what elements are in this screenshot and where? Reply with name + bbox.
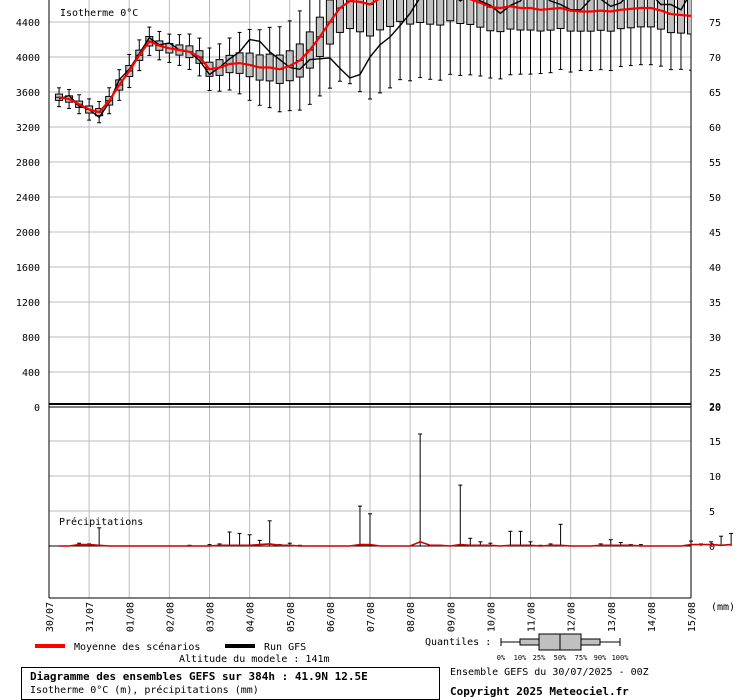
quartile-box [546, 0, 555, 31]
quartile-box [626, 0, 635, 29]
quartile-box [456, 0, 465, 24]
quartile-box [355, 0, 364, 33]
y-right-tick-label: 25 [709, 368, 721, 379]
quartile-box [446, 0, 455, 22]
ensemble-mean-line [58, 0, 691, 114]
quantile-tick-label: 90% [594, 654, 607, 662]
x-tick-label: 02/08 [165, 602, 176, 632]
quartile-box [536, 0, 545, 32]
info-box: Diagramme des ensembles GEFS sur 384h : … [21, 667, 440, 700]
quartile-box [345, 0, 354, 30]
y-tick-label: 400 [22, 368, 40, 379]
x-tick-label: 04/08 [246, 602, 257, 632]
ensemble-run-label: Ensemble GEFS du 30/07/2025 - 00Z [450, 667, 649, 678]
top-panel-title: Isotherme 0°C [60, 8, 138, 19]
x-tick-label: 10/08 [486, 602, 497, 632]
x-tick-label: 09/08 [446, 602, 457, 632]
x-tick-label: 08/08 [406, 602, 417, 632]
box-plots [55, 0, 735, 124]
x-tick-label: 12/08 [567, 602, 578, 632]
y-tick-label: 2400 [16, 193, 40, 204]
quartile-box [586, 0, 595, 32]
y-tick-label: 1600 [16, 263, 40, 274]
precip-unit-label: (mm) [711, 602, 735, 613]
quartile-box [496, 0, 505, 33]
precip-bars [77, 433, 734, 546]
run-gfs-line [58, 0, 688, 119]
x-tick-label: 30/07 [45, 602, 56, 632]
precip-mean-line [59, 540, 732, 547]
quartile-box [416, 0, 425, 23]
quantile-key: 0% 10% 25% 50% 75% 90% 100% [497, 633, 630, 662]
quantile-tick-label: 25% [533, 654, 546, 662]
y-right-tick-label: 65 [709, 88, 721, 99]
quartile-box [576, 0, 585, 32]
y-right-tick-label: 45 [709, 228, 721, 239]
quartile-box [646, 0, 655, 28]
quantile-tick-label: 100% [612, 654, 630, 662]
quartile-box [466, 0, 475, 25]
x-tick-label: 01/08 [125, 602, 136, 632]
y-tick-label: 2800 [16, 158, 40, 169]
quartile-box [566, 0, 575, 32]
x-tick-label: 31/07 [85, 602, 96, 632]
quartile-box [376, 0, 385, 31]
y-right-tick-label: 40 [709, 263, 721, 274]
y-tick-label: 4000 [16, 53, 40, 64]
x-tick-label: 05/08 [286, 602, 297, 632]
y-right-tick-label: 70 [709, 53, 721, 64]
y-tick-label: 0 [34, 403, 40, 414]
y-tick-label: 2000 [16, 228, 40, 239]
x-tick-label: 03/08 [206, 602, 217, 632]
quartile-box [526, 0, 535, 31]
x-tick-label: 14/08 [647, 602, 658, 632]
y-tick-label: 1200 [16, 298, 40, 309]
quartile-box [396, 0, 405, 22]
y-right-tick-label: 35 [709, 298, 721, 309]
y-tick-label: 800 [22, 333, 40, 344]
legend-label: Moyenne des scénarios [74, 641, 200, 653]
legend-label: Run GFS [264, 642, 306, 653]
x-tick-label: 06/08 [326, 602, 337, 632]
y-tick-label: 3200 [16, 123, 40, 134]
x-tick-label: 13/08 [607, 602, 618, 632]
quartile-box [698, 1, 705, 36]
y-right-tick-label: 55 [709, 158, 721, 169]
precip-tick-label: 0 [709, 542, 715, 553]
altitude-label: Altitude du modele : 141m [179, 654, 330, 665]
y-right-tick-label: 30 [709, 333, 721, 344]
copyright-label: Copyright 2025 Meteociel.fr [450, 685, 629, 698]
quartile-box [516, 0, 525, 31]
y-right-tick-label: 50 [709, 193, 721, 204]
quartile-box [426, 0, 435, 25]
quartile-box [728, 1, 735, 36]
quartile-box [386, 0, 395, 27]
quantiles-label: Quantiles : [425, 637, 491, 648]
y-right-tick-label: 75 [709, 18, 721, 29]
bottom-panel-title: Précipitations [59, 516, 143, 528]
quantile-tick-label: 0% [497, 654, 506, 662]
quartile-box [335, 0, 344, 33]
y-tick-label: 4400 [16, 18, 40, 29]
precip-tick-label: 10 [709, 472, 721, 483]
quartile-box [596, 0, 605, 31]
x-tick-label: 15/08 [687, 602, 698, 632]
quantile-tick-label: 10% [514, 654, 527, 662]
precip-tick-label: 15 [709, 437, 721, 448]
y-right-tick-label: 60 [709, 123, 721, 134]
quartile-box [436, 0, 445, 26]
x-tick-label: 11/08 [527, 602, 538, 632]
quantile-tick-label: 75% [575, 654, 588, 662]
y-tick-label: 3600 [16, 88, 40, 99]
y-right-tick-label: 20 [709, 403, 721, 414]
precip-tick-label: 20 [709, 402, 721, 413]
quantile-tick-label: 50% [554, 654, 567, 662]
x-tick-label: 07/08 [366, 602, 377, 632]
quartile-box [636, 0, 645, 28]
info-subtitle: Isotherme 0°C (m), précipitations (mm) [30, 685, 259, 696]
info-title: Diagramme des ensembles GEFS sur 384h : … [30, 670, 368, 683]
precip-tick-label: 5 [709, 507, 715, 518]
